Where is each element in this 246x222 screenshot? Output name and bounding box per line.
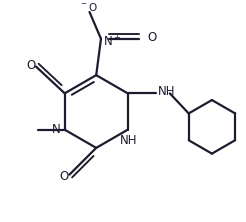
Text: $^-$O: $^-$O [79, 1, 98, 13]
Text: NH: NH [158, 85, 176, 98]
Text: O: O [27, 59, 36, 72]
Text: NH: NH [120, 135, 138, 147]
Text: O: O [59, 170, 68, 183]
Text: N: N [52, 123, 61, 136]
Text: N$^+$: N$^+$ [103, 34, 122, 49]
Text: O: O [147, 31, 156, 44]
